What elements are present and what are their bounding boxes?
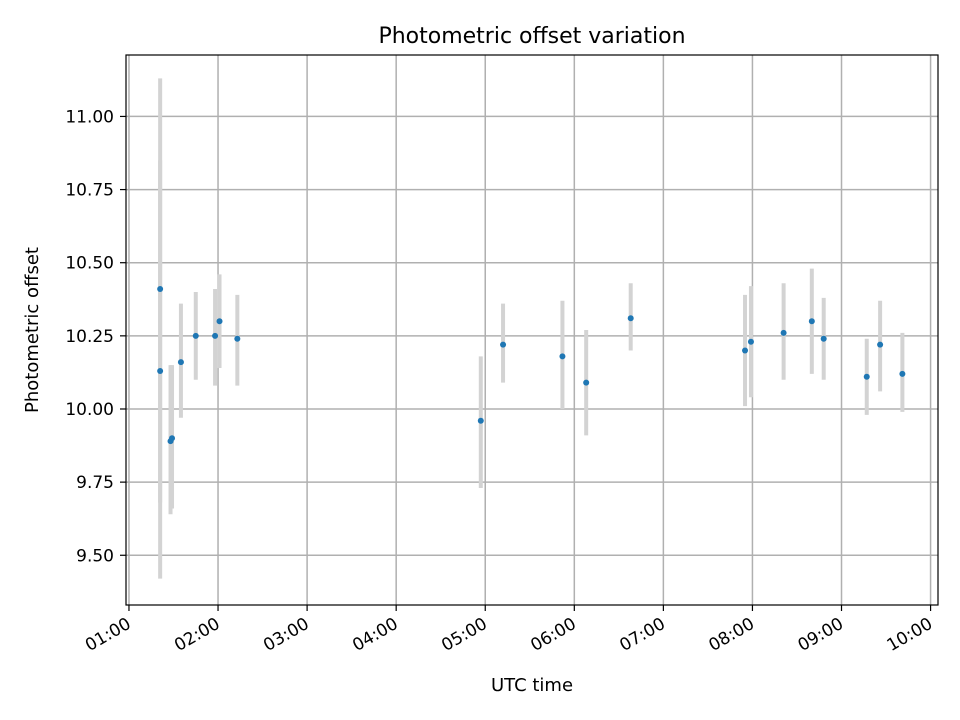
y-axis-label: Photometric offset	[22, 247, 43, 413]
data-point	[216, 318, 223, 325]
data-point	[627, 315, 634, 322]
data-point	[742, 347, 749, 354]
data-point	[477, 417, 484, 424]
plot-frame	[125, 54, 939, 606]
data-point	[899, 370, 906, 377]
data-point	[234, 335, 241, 342]
data-point	[747, 338, 754, 345]
data-point	[500, 341, 507, 348]
data-point	[559, 353, 566, 360]
data-points	[157, 286, 906, 445]
data-point	[157, 367, 164, 374]
grid	[126, 55, 938, 605]
data-point	[820, 335, 827, 342]
y-tick-label: 10.25	[65, 327, 114, 347]
y-tick-label: 11.00	[65, 107, 114, 127]
data-point	[780, 329, 787, 336]
y-axis: 9.50 9.75 10.00 10.25 10.50 10.75 11.00	[65, 107, 126, 566]
data-point	[177, 359, 184, 366]
data-point	[808, 318, 815, 325]
data-point	[212, 332, 219, 339]
data-point	[863, 373, 870, 380]
y-tick-label: 10.50	[65, 254, 114, 274]
y-tick-label: 10.00	[65, 400, 114, 420]
data-point	[192, 332, 199, 339]
data-point	[583, 379, 590, 386]
y-tick-label: 10.75	[65, 181, 114, 201]
y-tick-label: 9.75	[76, 473, 114, 493]
data-point	[157, 286, 164, 293]
chart-title: Photometric offset variation	[378, 24, 685, 49]
data-point	[169, 435, 176, 442]
y-tick-label: 9.50	[76, 546, 114, 566]
x-axis-label: UTC time	[491, 675, 573, 696]
data-point	[877, 341, 884, 348]
